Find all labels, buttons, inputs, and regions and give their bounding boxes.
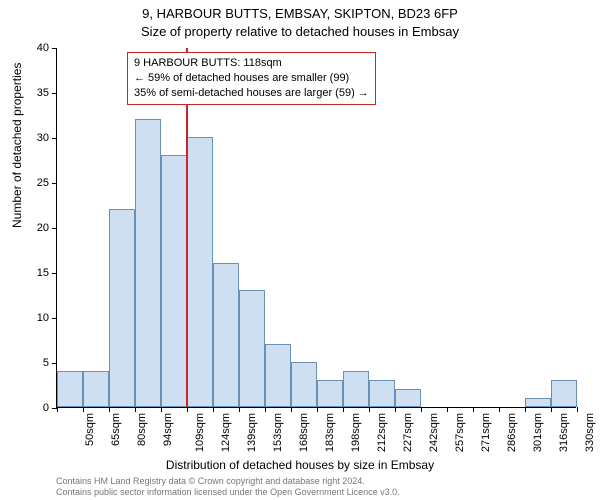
x-tick-label: 227sqm <box>402 413 414 452</box>
x-tick-label: 257sqm <box>454 413 466 452</box>
x-axis-label: Distribution of detached houses by size … <box>0 458 600 472</box>
credit-line-1: Contains HM Land Registry data © Crown c… <box>56 476 400 486</box>
x-tick <box>57 407 58 412</box>
page-subtitle: Size of property relative to detached ho… <box>0 24 600 39</box>
x-tick-label: 271sqm <box>480 413 492 452</box>
x-tick-label: 301sqm <box>532 413 544 452</box>
y-tick-label: 10 <box>37 312 49 324</box>
annotation-line-3: 35% of semi-detached houses are larger (… <box>134 86 369 101</box>
histogram-bar <box>317 380 343 407</box>
y-tick-label: 0 <box>43 402 49 414</box>
y-tick-label: 15 <box>37 267 49 279</box>
annotation-line-2: ← 59% of detached houses are smaller (99… <box>134 71 369 86</box>
y-tick-label: 40 <box>37 42 49 54</box>
y-tick-label: 25 <box>37 177 49 189</box>
histogram-bar <box>291 362 317 407</box>
histogram-bar <box>265 344 291 407</box>
x-tick <box>161 407 162 412</box>
x-tick <box>83 407 84 412</box>
x-tick-label: 316sqm <box>558 413 570 452</box>
x-tick-label: 65sqm <box>110 413 122 446</box>
y-tick <box>52 138 57 139</box>
histogram-bar <box>135 119 161 407</box>
x-tick <box>369 407 370 412</box>
x-tick <box>135 407 136 412</box>
marker-annotation: 9 HARBOUR BUTTS: 118sqm ← 59% of detache… <box>127 52 376 105</box>
y-tick-label: 20 <box>37 222 49 234</box>
y-tick-label: 5 <box>43 357 49 369</box>
histogram-bar <box>369 380 395 407</box>
y-tick <box>52 273 57 274</box>
x-tick <box>343 407 344 412</box>
x-tick <box>291 407 292 412</box>
credit-text: Contains HM Land Registry data © Crown c… <box>56 476 400 497</box>
x-tick <box>213 407 214 412</box>
y-tick <box>52 228 57 229</box>
x-tick <box>421 407 422 412</box>
x-tick <box>551 407 552 412</box>
histogram-bar <box>187 137 213 407</box>
y-tick <box>52 183 57 184</box>
credit-line-2: Contains public sector information licen… <box>56 487 400 497</box>
histogram-bar <box>213 263 239 407</box>
x-tick <box>473 407 474 412</box>
histogram-bar <box>525 398 551 407</box>
histogram-bar <box>395 389 421 407</box>
y-tick <box>52 93 57 94</box>
x-tick-label: 153sqm <box>272 413 284 452</box>
y-tick-label: 30 <box>37 132 49 144</box>
x-tick <box>447 407 448 412</box>
y-tick <box>52 48 57 49</box>
y-tick-label: 35 <box>37 87 49 99</box>
x-tick <box>109 407 110 412</box>
y-tick <box>52 318 57 319</box>
x-tick <box>317 407 318 412</box>
x-tick-label: 168sqm <box>298 413 310 452</box>
histogram-bar <box>239 290 265 407</box>
y-axis-label: Number of detached properties <box>10 63 24 228</box>
x-tick-label: 124sqm <box>220 413 232 452</box>
x-tick-label: 330sqm <box>584 413 596 452</box>
x-tick <box>499 407 500 412</box>
x-tick <box>239 407 240 412</box>
x-tick <box>395 407 396 412</box>
x-tick <box>577 407 578 412</box>
histogram-bar <box>57 371 83 407</box>
x-tick-label: 183sqm <box>324 413 336 452</box>
x-tick-label: 94sqm <box>162 413 174 446</box>
histogram-bar <box>551 380 577 407</box>
x-tick-label: 109sqm <box>194 413 206 452</box>
histogram-bar <box>343 371 369 407</box>
annotation-line-1: 9 HARBOUR BUTTS: 118sqm <box>134 56 369 71</box>
x-tick-label: 212sqm <box>376 413 388 452</box>
y-tick <box>52 363 57 364</box>
x-tick-label: 286sqm <box>506 413 518 452</box>
histogram-plot: 9 HARBOUR BUTTS: 118sqm ← 59% of detache… <box>56 48 576 408</box>
x-tick <box>187 407 188 412</box>
x-tick-label: 50sqm <box>84 413 96 446</box>
histogram-bar <box>109 209 135 407</box>
x-tick <box>525 407 526 412</box>
x-tick <box>265 407 266 412</box>
page-title: 9, HARBOUR BUTTS, EMBSAY, SKIPTON, BD23 … <box>0 6 600 21</box>
histogram-bar <box>83 371 109 407</box>
x-tick-label: 139sqm <box>246 413 258 452</box>
x-tick-label: 242sqm <box>428 413 440 452</box>
x-tick-label: 198sqm <box>350 413 362 452</box>
histogram-bar <box>161 155 187 407</box>
x-tick-label: 80sqm <box>136 413 148 446</box>
